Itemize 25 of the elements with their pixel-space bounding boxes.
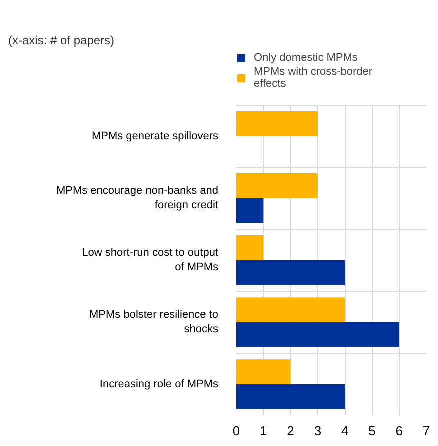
y-tick-label: MPMs encourage non-banks and foreign credit — [56, 185, 219, 212]
bar — [236, 360, 291, 384]
bar — [236, 198, 264, 224]
bar — [236, 384, 346, 410]
legend-label: MPMs with cross-border effects — [254, 66, 373, 90]
bar — [236, 174, 318, 198]
bar — [236, 298, 346, 322]
x-tick-label: 0 — [232, 424, 240, 438]
legend-label: Only domestic MPMs — [254, 52, 358, 64]
x-tick-label: 3 — [314, 424, 322, 438]
bar — [236, 111, 318, 136]
x-tick-label: 4 — [341, 424, 349, 438]
y-tick-label: MPMs bolster resilience to shocks — [90, 309, 219, 336]
text: (x-axis: # of papers) — [8, 34, 115, 48]
bar — [236, 260, 346, 286]
y-tick-label: Increasing role of MPMs — [100, 378, 219, 390]
x-tick-label: 6 — [396, 424, 403, 438]
x-tick-label: 5 — [368, 424, 376, 438]
y-tick-label: MPMs generate spillovers — [92, 130, 219, 142]
bar — [236, 322, 400, 348]
x-tick-label: 7 — [422, 424, 430, 438]
y-tick-label: Low short-run cost to output of MPMs — [82, 247, 219, 274]
x-tick-label: 2 — [287, 424, 294, 438]
bar — [236, 236, 264, 260]
x-tick-label: 1 — [260, 424, 268, 438]
